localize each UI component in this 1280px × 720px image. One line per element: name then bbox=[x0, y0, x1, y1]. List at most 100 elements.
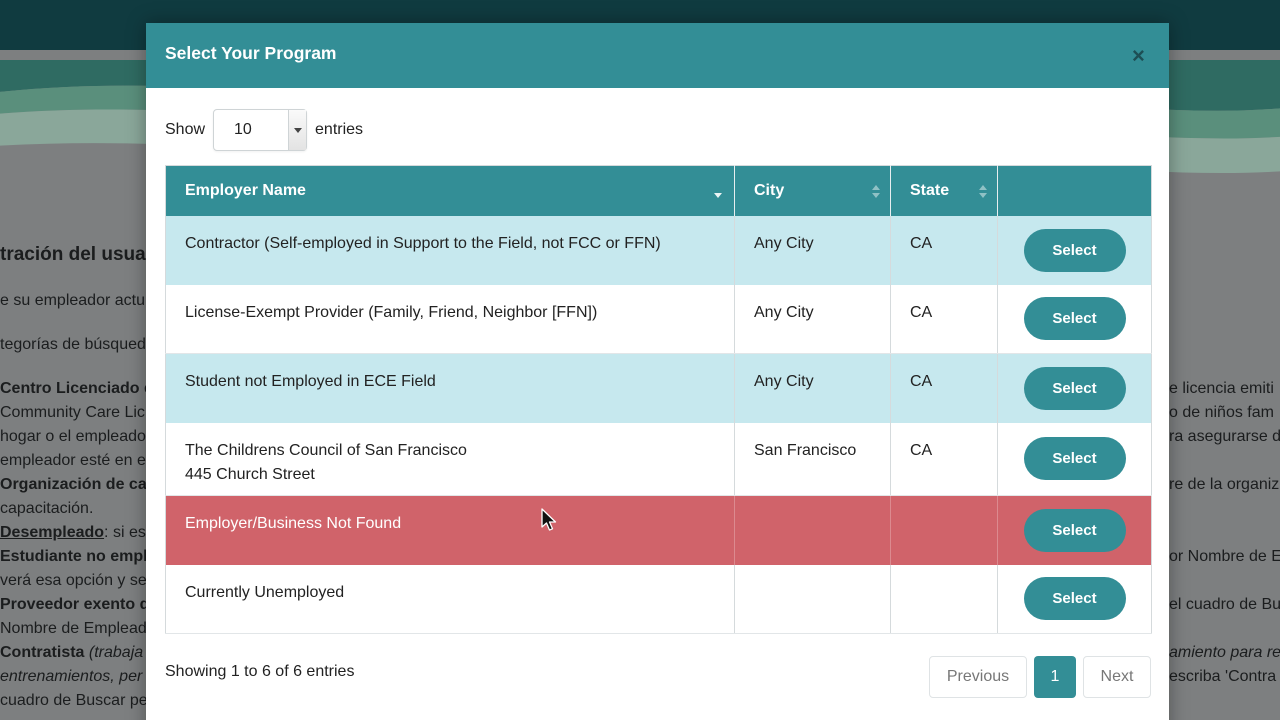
background-text-line: capacitación. bbox=[0, 497, 93, 521]
background-text-line: or Nombre de E bbox=[1169, 548, 1280, 565]
city-cell: San Francisco bbox=[734, 422, 891, 496]
employer-address: 445 Church Street bbox=[185, 465, 315, 483]
column-header-employer-name[interactable]: Employer Name bbox=[165, 165, 735, 216]
background-text-line: verá esa opción y se bbox=[0, 569, 147, 593]
select-button[interactable]: Select bbox=[1023, 228, 1126, 272]
pagination-page-1-button[interactable]: 1 bbox=[1034, 656, 1076, 698]
select-button[interactable]: Select bbox=[1023, 297, 1126, 341]
background-text-fragment: hogar o el empleado bbox=[0, 428, 146, 445]
background-text-fragment: : si es bbox=[104, 524, 146, 541]
employer-name: Contractor (Self-employed in Support to … bbox=[185, 234, 661, 252]
sort-icon bbox=[979, 185, 987, 199]
employer-name-cell: Employer/Business Not Found bbox=[165, 495, 735, 565]
background-text-line: Nombre de Emplead bbox=[0, 617, 147, 641]
city-cell bbox=[734, 495, 891, 565]
state-cell bbox=[890, 564, 998, 634]
table-info: Showing 1 to 6 of 6 entries bbox=[165, 663, 355, 680]
background-text-line: Organización de ca bbox=[0, 473, 147, 497]
city-value: Any City bbox=[754, 234, 814, 252]
background-text-fragment: (trabaja bbox=[84, 644, 144, 661]
background-text-fragment: empleador esté en e bbox=[0, 452, 146, 469]
table-row: Contractor (Self-employed in Support to … bbox=[165, 215, 1152, 285]
state-cell: CA bbox=[890, 353, 998, 423]
state-value: CA bbox=[910, 234, 933, 252]
background-text-line: re de la organiz bbox=[1169, 476, 1280, 493]
action-cell: Select bbox=[997, 422, 1152, 496]
employer-name-cell: The Childrens Council of San Francisco 44… bbox=[165, 422, 735, 496]
background-text-line: e licencia emiti bbox=[1169, 380, 1274, 397]
show-label: Show bbox=[165, 121, 206, 138]
background-text-line: Estudiante no empl bbox=[0, 545, 148, 569]
background-text-line: e su empleador actu bbox=[0, 292, 145, 309]
table-row: Student not Employed in ECE Field Any Cit… bbox=[165, 353, 1152, 423]
background-text-line: Contratista (trabaja bbox=[0, 641, 143, 665]
column-header-label: Employer Name bbox=[185, 181, 306, 199]
mouse-cursor-icon bbox=[541, 508, 557, 531]
entries-per-page-select[interactable]: 10 bbox=[213, 109, 308, 151]
table-row: Currently Unemployed Select bbox=[165, 564, 1152, 634]
select-button[interactable]: Select bbox=[1023, 366, 1126, 410]
pagination-next-button[interactable]: Next bbox=[1083, 656, 1151, 698]
page-length-control: Show 10 entries bbox=[165, 109, 363, 151]
table-row: License-Exempt Provider (Family, Friend,… bbox=[165, 284, 1152, 354]
background-text-fragment: verá esa opción y se bbox=[0, 572, 147, 589]
sort-icon bbox=[872, 185, 880, 199]
state-value: CA bbox=[910, 303, 933, 321]
background-text-fragment: Nombre de Emplead bbox=[0, 620, 147, 637]
state-cell: CA bbox=[890, 215, 998, 285]
background-bold-term: Organización de ca bbox=[0, 476, 147, 493]
chevron-down-icon bbox=[293, 127, 302, 133]
background-text-line: entrenamientos, per bbox=[0, 665, 142, 689]
select-button[interactable]: Select bbox=[1023, 437, 1126, 481]
background-text-line: cuadro de Buscar pe bbox=[0, 689, 148, 713]
state-cell bbox=[890, 495, 998, 565]
action-cell: Select bbox=[997, 564, 1152, 634]
background-text-line: escriba 'Contra bbox=[1169, 668, 1277, 685]
background-text-fragment: Community Care Lic bbox=[0, 404, 145, 421]
background-text-line: amiento para re bbox=[1169, 644, 1280, 661]
city-value: San Francisco bbox=[754, 441, 857, 459]
employer-name: Student not Employed in ECE Field bbox=[185, 373, 436, 390]
select-button[interactable]: Select bbox=[1023, 577, 1126, 621]
background-text-fragment: entrenamientos, per bbox=[0, 668, 143, 685]
background-bold-term: Centro Licenciado bbox=[0, 380, 140, 397]
sort-desc-icon bbox=[714, 193, 722, 198]
column-header-action bbox=[997, 165, 1152, 216]
city-value: Any City bbox=[754, 303, 814, 321]
action-cell: Select bbox=[997, 215, 1152, 285]
state-cell: CA bbox=[890, 284, 998, 354]
background-text-line: Proveedor exento d bbox=[0, 593, 149, 617]
column-header-city[interactable]: City bbox=[734, 165, 891, 216]
city-cell: Any City bbox=[734, 215, 891, 285]
state-value: CA bbox=[910, 441, 933, 459]
employer-name-cell: Student not Employed in ECE Field bbox=[165, 353, 735, 423]
action-cell: Select bbox=[997, 284, 1152, 354]
close-icon[interactable]: × bbox=[1132, 43, 1145, 68]
background-text-line: hogar o el empleado bbox=[0, 425, 146, 449]
city-value: Any City bbox=[754, 373, 814, 390]
employer-name: Currently Unemployed bbox=[185, 583, 345, 601]
select-program-modal: Select Your Program × Show 10 entries Em… bbox=[146, 23, 1169, 720]
background-text-fragment: cuadro de Buscar pe bbox=[0, 692, 148, 709]
column-header-label: City bbox=[754, 181, 785, 199]
table-row: The Childrens Council of San Francisco 44… bbox=[165, 422, 1152, 496]
background-text-line: Community Care Lic bbox=[0, 401, 145, 425]
table-header-row: Employer Name City State bbox=[165, 165, 1152, 216]
employer-name: License-Exempt Provider (Family, Friend,… bbox=[185, 303, 598, 321]
city-cell bbox=[734, 564, 891, 634]
dropdown-toggle[interactable] bbox=[288, 110, 307, 150]
column-header-state[interactable]: State bbox=[890, 165, 998, 216]
action-cell: Select bbox=[997, 495, 1152, 565]
background-bold-term: Contratista bbox=[0, 644, 85, 661]
city-cell: Any City bbox=[734, 353, 891, 423]
table-body: Contractor (Self-employed in Support to … bbox=[165, 215, 1152, 634]
employer-name: The Childrens Council of San Francisco bbox=[185, 441, 467, 459]
background-text-line: el cuadro de Bu bbox=[1169, 596, 1280, 613]
employer-name-cell: License-Exempt Provider (Family, Friend,… bbox=[165, 284, 735, 354]
state-value: CA bbox=[910, 373, 933, 390]
employer-name-cell: Currently Unemployed bbox=[165, 564, 735, 634]
background-text-line: Centro Licenciado o bbox=[0, 377, 153, 401]
select-button[interactable]: Select bbox=[1023, 508, 1126, 552]
pagination-previous-button[interactable]: Previous bbox=[929, 656, 1027, 698]
modal-title: Select Your Program bbox=[165, 43, 337, 63]
